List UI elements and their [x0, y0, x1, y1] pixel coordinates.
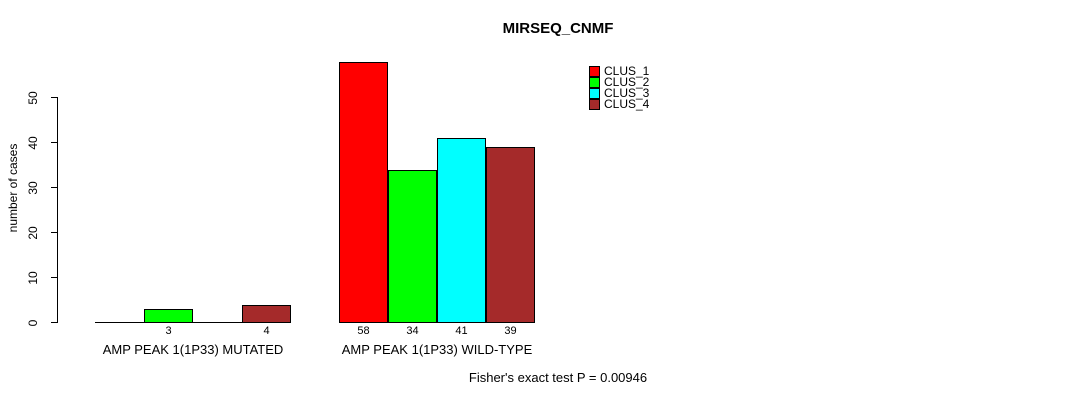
x-category-label: AMP PEAK 1(1P33) MUTATED	[102, 342, 284, 357]
legend-item: CLUS_3	[589, 86, 650, 100]
y-axis-line	[57, 97, 58, 322]
y-tick	[51, 322, 58, 323]
legend-swatch	[589, 66, 600, 77]
legend-swatch	[589, 88, 600, 99]
bar-value-label: 3	[165, 325, 172, 337]
legend-item: CLUS_4	[589, 97, 650, 111]
y-tick-label: 10	[26, 271, 40, 285]
bar	[486, 147, 535, 323]
x-category-label: AMP PEAK 1(1P33) WILD-TYPE	[341, 342, 533, 357]
bar-value-label: 4	[263, 325, 270, 337]
bar-value-label: 39	[504, 325, 517, 337]
legend-label: CLUS_3	[604, 86, 650, 100]
y-tick	[51, 97, 58, 98]
legend-label: CLUS_4	[604, 97, 650, 111]
legend-label: CLUS_2	[604, 75, 650, 89]
y-tick	[51, 187, 58, 188]
legend-item: CLUS_2	[589, 75, 650, 89]
bar	[144, 309, 193, 323]
bar	[339, 62, 388, 323]
y-tick-label: 0	[26, 319, 40, 327]
legend-item: CLUS_1	[589, 64, 650, 78]
y-tick-label: 50	[26, 91, 40, 105]
legend-swatch	[589, 99, 600, 110]
y-tick-label: 20	[26, 226, 40, 240]
legend-label: CLUS_1	[604, 64, 650, 78]
y-tick-label: 30	[26, 181, 40, 195]
fisher-test-annotation: Fisher's exact test P = 0.00946	[468, 370, 648, 385]
bar	[388, 170, 437, 323]
group-baseline	[95, 322, 291, 323]
y-tick	[51, 277, 58, 278]
bar	[437, 138, 486, 323]
y-tick	[51, 142, 58, 143]
bar-value-label: 34	[406, 325, 419, 337]
y-axis-title: number of cases	[6, 143, 20, 233]
y-tick	[51, 232, 58, 233]
bar-value-label: 58	[357, 325, 370, 337]
y-tick-label: 40	[26, 136, 40, 150]
legend-swatch	[589, 77, 600, 88]
chart-title: MIRSEQ_CNMF	[502, 20, 614, 37]
bar	[242, 305, 291, 323]
bar-value-label: 41	[455, 325, 468, 337]
